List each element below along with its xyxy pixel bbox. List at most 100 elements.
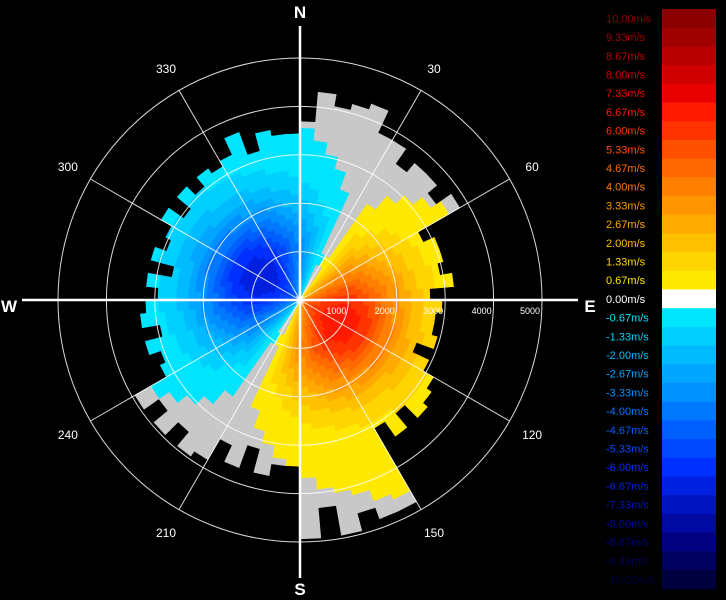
- colorbar-swatch-15: [662, 289, 716, 309]
- colorbar-label-2: 8.67m/s: [606, 51, 646, 63]
- radial-line-150: [299, 299, 422, 510]
- colorbar-swatch-26: [662, 495, 716, 515]
- velocity-gate-18: [299, 181, 311, 189]
- velocity-gate-1462: [236, 304, 244, 312]
- colorbar-swatch-18: [662, 345, 716, 365]
- velocity-gate-28: [299, 121, 316, 129]
- velocity-gate-1012: [299, 531, 322, 540]
- colorbar-swatch-0: [662, 9, 716, 29]
- colorbar-label-20: -3.33m/s: [606, 387, 649, 399]
- velocity-gate-1009: [299, 513, 320, 522]
- velocity-gate-161: [368, 103, 389, 117]
- colorbar-label-13: 1.33m/s: [606, 256, 646, 268]
- velocity-gate-1038: [285, 453, 301, 461]
- velocity-gate-713: [412, 402, 428, 418]
- velocity-gate-1008: [299, 507, 320, 515]
- velocity-gate-465: [350, 289, 358, 296]
- velocity-gate-1039: [285, 459, 301, 467]
- colorbar-swatch-4: [662, 83, 716, 103]
- velocity-gate-521: [411, 299, 419, 311]
- colorbar-label-0: 10.00m/s: [606, 13, 652, 25]
- velocity-gate-1954: [286, 145, 301, 153]
- colorbar-swatch-23: [662, 439, 716, 459]
- colorbar-label-16: -0.67m/s: [606, 313, 649, 325]
- velocity-gate-994: [299, 423, 312, 431]
- velocity-gate-1478: [140, 313, 149, 329]
- compass-axes: ✳: [22, 26, 578, 578]
- velocity-gate-1525: [163, 287, 171, 301]
- velocity-gate-499: [405, 289, 413, 301]
- azimuth-label-330: 330: [156, 62, 176, 76]
- velocity-gate-17: [299, 187, 311, 195]
- velocity-gate-995: [299, 429, 313, 437]
- colorbar-swatch-5: [662, 102, 716, 122]
- velocity-gate-1499: [169, 299, 177, 312]
- radial-line-210: [178, 299, 301, 510]
- velocity-gate-1849: [224, 132, 242, 145]
- velocity-gate-1463: [230, 305, 238, 313]
- colorbar-label-21: -4.00m/s: [606, 406, 649, 418]
- velocity-gate-24: [299, 145, 314, 153]
- radial-line-300: [90, 178, 301, 301]
- velocity-gate-864: [377, 505, 399, 520]
- radial-line-240: [90, 299, 301, 422]
- velocity-gate-62: [317, 91, 337, 101]
- velocity-gate-991: [299, 405, 311, 413]
- velocity-gate-1003: [299, 477, 317, 485]
- velocity-gate-27: [299, 127, 316, 135]
- velocity-gate-26: [299, 133, 315, 141]
- colorbar-label-25: -6.67m/s: [606, 481, 649, 493]
- velocity-gate-1522: [181, 289, 189, 301]
- colorbar-swatch-13: [662, 252, 716, 272]
- colorbar-swatch-16: [662, 308, 716, 328]
- velocity-gate-1029: [290, 399, 301, 407]
- velocity-field: [134, 91, 461, 540]
- velocity-gate-950: [305, 362, 313, 370]
- colorbar-label-7: 5.33m/s: [606, 144, 646, 156]
- colorbar-swatch-3: [662, 65, 716, 85]
- velocity-gate-1524: [169, 288, 177, 301]
- velocity-gate-998: [299, 447, 314, 455]
- velocity-gate-498: [399, 290, 407, 301]
- colorbar-label-8: 4.67m/s: [606, 163, 646, 175]
- velocity-gate-992: [299, 411, 311, 419]
- colorbar-label-4: 7.33m/s: [606, 88, 646, 100]
- radial-line-120: [299, 299, 510, 422]
- colorbar-label-19: -2.67m/s: [606, 369, 649, 381]
- velocity-gate-19: [299, 175, 312, 183]
- velocity-gate-1030: [289, 405, 301, 413]
- azimuth-label-30: 30: [427, 62, 441, 76]
- colorbar-label-1: 9.33m/s: [606, 32, 646, 44]
- range-label-4000: 4000: [472, 306, 492, 316]
- velocity-gate-1295: [153, 418, 171, 436]
- velocity-gate-520: [405, 299, 413, 311]
- range-label-5000: 5000: [520, 306, 540, 316]
- velocity-gate-1526: [157, 287, 165, 301]
- velocity-gate-22: [299, 157, 313, 165]
- radial-line-60: [299, 178, 510, 301]
- velocity-gate-1950: [288, 169, 301, 177]
- colorbar-label-12: 2.00m/s: [606, 238, 646, 250]
- velocity-gate-1000: [299, 459, 315, 467]
- velocity-gate-481: [445, 272, 454, 288]
- velocity-gate-1001: [299, 465, 316, 473]
- colorbar-swatch-27: [662, 513, 716, 534]
- velocity-gate-1498: [175, 299, 183, 312]
- azimuth-label-120: 120: [522, 428, 542, 442]
- velocity-gate-592: [427, 334, 438, 349]
- velocity-gate-467: [362, 287, 370, 295]
- velocity-gate-1911: [289, 242, 296, 250]
- velocity-gate-1956: [285, 133, 301, 141]
- velocity-gate-1497: [181, 299, 189, 311]
- colorbar-swatch-6: [662, 121, 716, 141]
- velocity-gate-1461: [242, 304, 250, 311]
- velocity-gate-502: [423, 288, 431, 301]
- compass-south-label: S: [294, 580, 305, 599]
- colorbar-label-6: 6.00m/s: [606, 126, 646, 138]
- velocity-gate-1523: [175, 288, 183, 301]
- colorbar-swatch-30: [662, 570, 716, 590]
- colorbar-swatch-17: [662, 326, 716, 347]
- velocity-gate-1035: [287, 435, 301, 443]
- velocity-gate-1521: [187, 289, 195, 301]
